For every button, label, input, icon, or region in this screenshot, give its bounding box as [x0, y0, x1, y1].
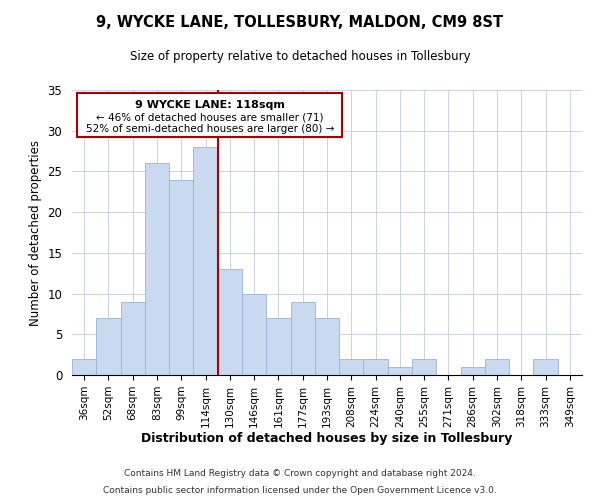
Text: Contains HM Land Registry data © Crown copyright and database right 2024.: Contains HM Land Registry data © Crown c…	[124, 468, 476, 477]
Bar	[315, 318, 339, 375]
Text: Contains public sector information licensed under the Open Government Licence v3: Contains public sector information licen…	[103, 486, 497, 495]
FancyBboxPatch shape	[77, 93, 342, 137]
Bar	[412, 358, 436, 375]
Bar	[193, 147, 218, 375]
Bar	[339, 358, 364, 375]
Bar	[96, 318, 121, 375]
Text: ← 46% of detached houses are smaller (71): ← 46% of detached houses are smaller (71…	[96, 112, 323, 122]
Bar	[242, 294, 266, 375]
Bar	[266, 318, 290, 375]
Text: Size of property relative to detached houses in Tollesbury: Size of property relative to detached ho…	[130, 50, 470, 63]
Bar	[290, 302, 315, 375]
X-axis label: Distribution of detached houses by size in Tollesbury: Distribution of detached houses by size …	[142, 432, 512, 446]
Text: 9, WYCKE LANE, TOLLESBURY, MALDON, CM9 8ST: 9, WYCKE LANE, TOLLESBURY, MALDON, CM9 8…	[97, 15, 503, 30]
Text: 9 WYCKE LANE: 118sqm: 9 WYCKE LANE: 118sqm	[135, 100, 284, 110]
Bar	[461, 367, 485, 375]
Bar	[364, 358, 388, 375]
Bar	[388, 367, 412, 375]
Y-axis label: Number of detached properties: Number of detached properties	[29, 140, 42, 326]
Bar	[72, 358, 96, 375]
Text: 52% of semi-detached houses are larger (80) →: 52% of semi-detached houses are larger (…	[86, 124, 334, 134]
Bar	[218, 269, 242, 375]
Bar	[169, 180, 193, 375]
Bar	[145, 164, 169, 375]
Bar	[121, 302, 145, 375]
Bar	[533, 358, 558, 375]
Bar	[485, 358, 509, 375]
